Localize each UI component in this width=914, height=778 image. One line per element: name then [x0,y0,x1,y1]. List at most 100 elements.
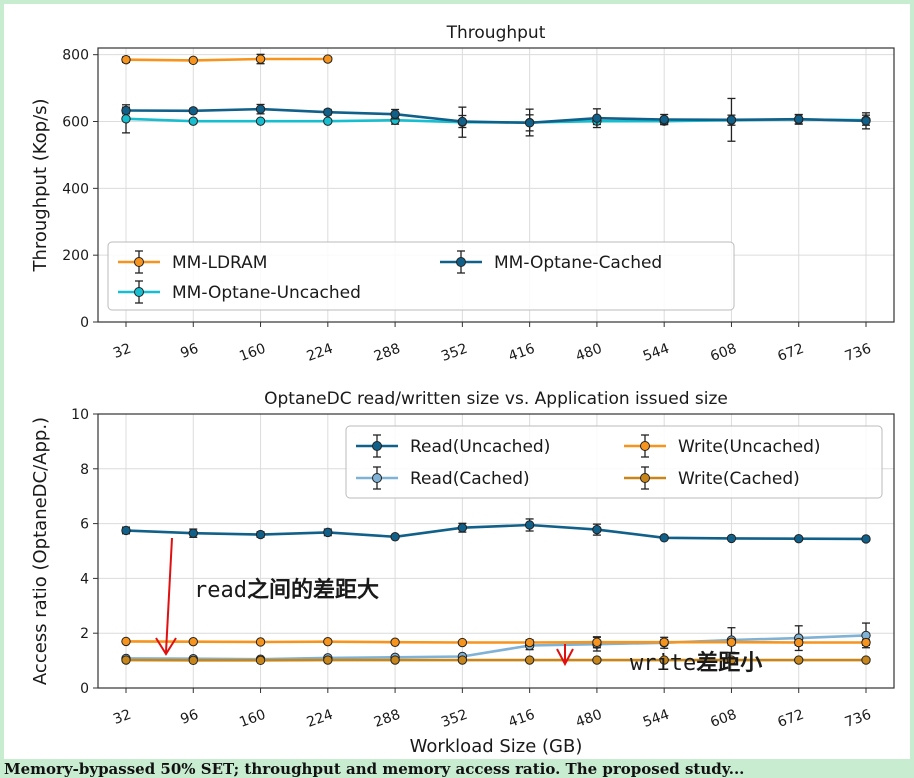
data-point [189,656,197,664]
data-point [525,656,533,664]
legend-swatch-marker [135,258,144,267]
x-tick-label: 736 [843,707,874,731]
y-tick-label: 4 [80,571,89,587]
data-point [862,535,870,543]
y-tick-label: 8 [80,462,89,478]
data-point [324,55,332,63]
data-point [122,55,130,63]
data-point [727,534,735,542]
x-tick-label: 608 [708,341,739,365]
series-line [126,59,328,60]
legend-swatch-marker [457,258,466,267]
y-tick-label: 400 [62,181,89,197]
x-tick-label: 608 [708,707,739,731]
data-point [795,115,803,123]
data-point [795,534,803,542]
x-tick-label: 288 [372,341,403,365]
annotation-read-gap: read之间的差距大 [194,577,379,603]
data-point [660,115,668,123]
chart-title: OptaneDC read/written size vs. Applicati… [264,389,728,409]
data-point [727,116,735,124]
x-tick-label: 32 [111,341,133,362]
data-point [122,656,130,664]
x-axis-label: Workload Size (GB) [410,736,583,757]
data-point [458,656,466,664]
data-point [525,638,533,646]
y-tick-label: 800 [62,48,89,64]
x-tick-label: 544 [641,341,672,365]
y-tick-label: 600 [62,115,89,131]
data-point [324,637,332,645]
data-point [458,638,466,646]
data-point [458,524,466,532]
annotation-write-prefix: write [630,651,696,676]
annotation-read-prefix: read [194,578,247,603]
data-point [122,115,130,123]
legend: Read(Uncached) Read(Cached) Write(Uncached… [346,426,882,498]
x-tick-label: 416 [506,341,537,365]
data-point [391,110,399,118]
x-tick-label: 352 [439,341,470,365]
data-point [525,521,533,529]
chart-title: Throughput [446,23,546,43]
data-point [189,117,197,125]
y-axis-label: Throughput (Kop/s) [30,98,51,272]
x-tick-label: 224 [305,341,336,365]
annotation-arrow [166,538,172,652]
y-tick-label: 0 [80,681,89,697]
legend-label: Read(Cached) [410,469,530,489]
data-point [324,117,332,125]
data-point [727,638,735,646]
legend-swatch-marker [373,474,382,483]
x-tick-label: 224 [305,707,336,731]
data-point [458,117,466,125]
series-read-uncached- [122,519,870,543]
series-mm-ldram [122,54,332,64]
annotation-write-gap: write差距小 [630,650,762,676]
x-tick-label: 672 [776,341,807,365]
data-point [189,529,197,537]
data-point [256,530,264,538]
legend: MM-LDRAMMM-Optane-UncachedMM-Optane-Cach… [108,242,734,310]
data-point [122,526,130,534]
x-tick-label: 736 [843,341,874,365]
y-tick-label: 6 [80,517,89,533]
legend-label: Write(Cached) [678,469,800,489]
legend-swatch-marker [641,474,650,483]
x-tick-label: 544 [641,707,672,731]
x-tick-label: 480 [574,707,605,731]
data-point [862,117,870,125]
data-point [189,56,197,64]
legend-swatch-marker [373,442,382,451]
data-point [862,656,870,664]
data-point [391,656,399,664]
legend-label: Write(Uncached) [678,437,821,457]
x-tick-label: 32 [111,707,133,728]
y-tick-label: 0 [80,315,89,331]
x-tick-label: 352 [439,707,470,731]
series-mm-optane-cached [122,98,870,141]
data-point [189,637,197,645]
data-point [256,656,264,664]
data-point [391,638,399,646]
data-point [391,533,399,541]
annotation-write-suffix: 差距小 [696,650,762,676]
data-point [189,107,197,115]
data-point [256,117,264,125]
x-tick-label: 480 [574,341,605,365]
data-point [593,114,601,122]
legend-swatch-marker [641,442,650,451]
legend-label: Read(Uncached) [410,437,550,457]
series-line [126,641,866,642]
x-tick-label: 160 [237,341,268,365]
data-point [122,106,130,114]
y-tick-label: 2 [80,626,89,642]
data-point [795,656,803,664]
annotation-read-suffix: 之间的差距大 [247,577,379,603]
y-axis-label: Access ratio (OptaneDC/App.) [30,417,51,685]
